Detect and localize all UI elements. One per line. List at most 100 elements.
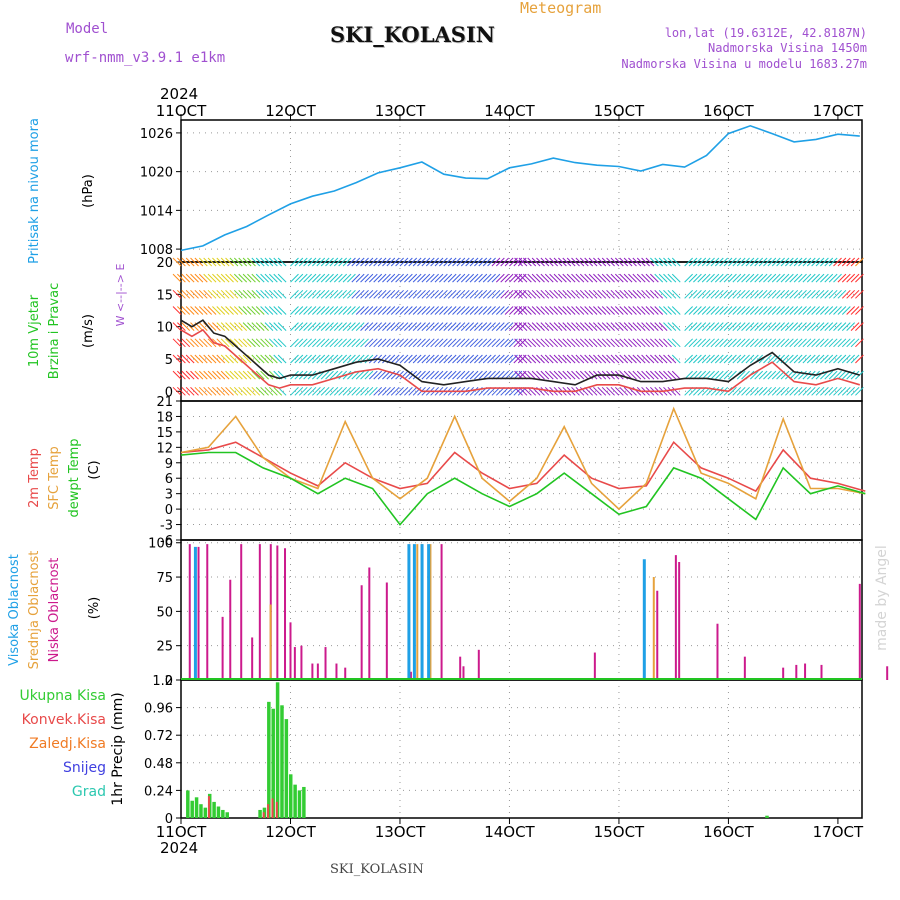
wind-barb [504, 322, 514, 332]
temp-label-2: SFC Temp [47, 446, 62, 510]
wind-barb [714, 289, 724, 299]
wind-barb [741, 322, 750, 332]
wind-barb [260, 338, 269, 348]
wind-barb [474, 273, 483, 283]
wind-barb [855, 338, 864, 348]
wind-barb [531, 322, 541, 332]
wind-barb [273, 257, 283, 267]
wind-barb [181, 257, 191, 267]
wind-barb [632, 257, 642, 267]
wind-barb [390, 338, 400, 348]
legend-konvek-kisa: Konvek.Kisa [22, 712, 106, 728]
wind-barb [225, 338, 234, 348]
wind-barb [194, 257, 204, 267]
wind-barb [562, 322, 572, 332]
wind-barb [447, 273, 457, 283]
wind-barb [601, 257, 611, 267]
wind-barb [723, 354, 733, 364]
wind-barb [536, 338, 545, 348]
x-tick-label-bottom: 12OCT [265, 823, 316, 841]
wind-barb [728, 273, 737, 283]
wind-barb [377, 354, 387, 364]
y-tick-label: 0 [165, 674, 173, 689]
wind-barb [553, 338, 563, 348]
wind-barb [443, 306, 453, 315]
wind-barb [229, 289, 239, 299]
wind-barb [667, 322, 677, 332]
wind-barb [495, 338, 505, 348]
wind-barb [584, 306, 594, 315]
wind-barb [382, 273, 391, 283]
wind-barb [645, 370, 655, 380]
wind-barb [238, 257, 248, 267]
wind-barb [482, 257, 492, 267]
wind-barb [395, 354, 404, 364]
wind-barb [789, 386, 799, 396]
wind-barb [320, 354, 330, 364]
wind-barb [736, 322, 746, 332]
wind-barb [177, 289, 186, 299]
wind-barb [837, 322, 847, 332]
wind-barb [540, 354, 550, 364]
wind-barb [325, 322, 334, 332]
wind-barb [399, 306, 409, 315]
wind-barb [277, 273, 287, 283]
wind-barb [268, 289, 278, 299]
wind-barb [220, 273, 230, 283]
wind-barb [482, 354, 492, 364]
wind-barb [251, 273, 261, 283]
wind-barb [203, 257, 213, 267]
wind-barb [386, 257, 396, 267]
wind-barb [242, 257, 252, 267]
wind-barb [654, 273, 664, 283]
wind-barb [430, 306, 439, 315]
wind-barb [351, 338, 361, 348]
wind-barb [536, 306, 545, 315]
wind-barb [628, 370, 637, 380]
wind-barb [364, 289, 374, 299]
wind-barb [460, 370, 470, 380]
wind-barb [767, 386, 777, 396]
wind-barb [671, 354, 681, 364]
wind-barb [785, 322, 794, 332]
wind-barb [527, 306, 537, 315]
wind-barb [758, 257, 768, 267]
wind-barb [277, 322, 287, 332]
wind-barb [741, 257, 750, 267]
wind-barb [566, 273, 576, 283]
wind-barb [255, 306, 265, 315]
wind-barb [514, 273, 523, 283]
wind-barb [439, 322, 448, 332]
wind-barb [749, 370, 759, 380]
wind-barb [382, 354, 391, 364]
wind-barb [771, 257, 781, 267]
wind-barb [855, 289, 864, 299]
wind-barb [855, 257, 864, 267]
wind-barb [780, 322, 790, 332]
wind-barb [793, 306, 803, 315]
wind-barb [619, 306, 629, 315]
y-tick-label: -3 [160, 519, 173, 534]
wind-barb [377, 273, 387, 283]
wind-barb [771, 386, 781, 396]
wind-barb [260, 370, 269, 380]
wind-barb [325, 273, 334, 283]
wind-barb [247, 322, 256, 332]
wind-barb [390, 289, 400, 299]
wind-barb [575, 306, 585, 315]
wind-barb [260, 289, 269, 299]
wind-barb [667, 354, 677, 364]
wind-barb [701, 289, 711, 299]
wind-barb [465, 257, 475, 267]
wind-barb [316, 354, 326, 364]
wind-barb [785, 354, 794, 364]
y-tick-label: 9 [165, 457, 173, 472]
wind-barb [771, 338, 781, 348]
wind-barb [763, 306, 772, 315]
y-tick-label: 0 [165, 812, 173, 827]
wind-barb [632, 322, 642, 332]
wind-barb [260, 354, 269, 364]
wind-barb [273, 338, 283, 348]
wind-barb [767, 354, 777, 364]
legend-snijeg: Snijeg [63, 760, 106, 776]
